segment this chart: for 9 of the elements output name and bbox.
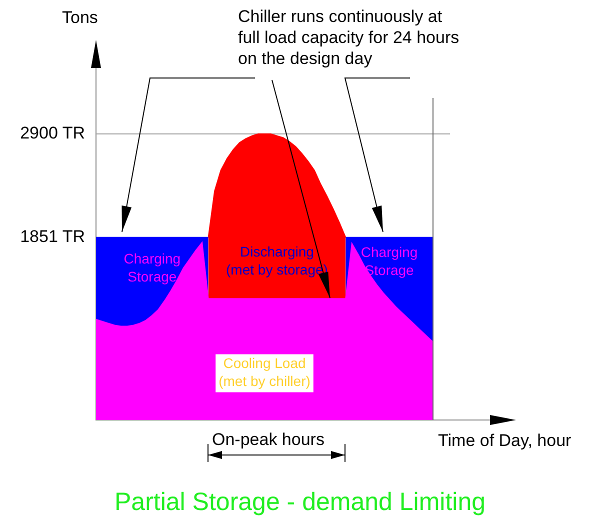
y-tick-label: 2900 TR — [20, 124, 85, 143]
text: On-peak hours — [212, 430, 324, 450]
text: Partial Storage - demand Limiting — [113, 487, 487, 517]
y-axis-title: Tons — [62, 8, 98, 28]
x-axis-title: Time of Day, hour — [438, 431, 572, 451]
series-label: Cooling Load (met by chiller) — [218, 355, 310, 390]
annotation: Chiller runs continuously at full load capacity for 24 hours on the design day — [238, 6, 460, 69]
series-label: Charging Storage — [124, 250, 181, 284]
y-tick-label: 1851 TR — [20, 227, 85, 246]
